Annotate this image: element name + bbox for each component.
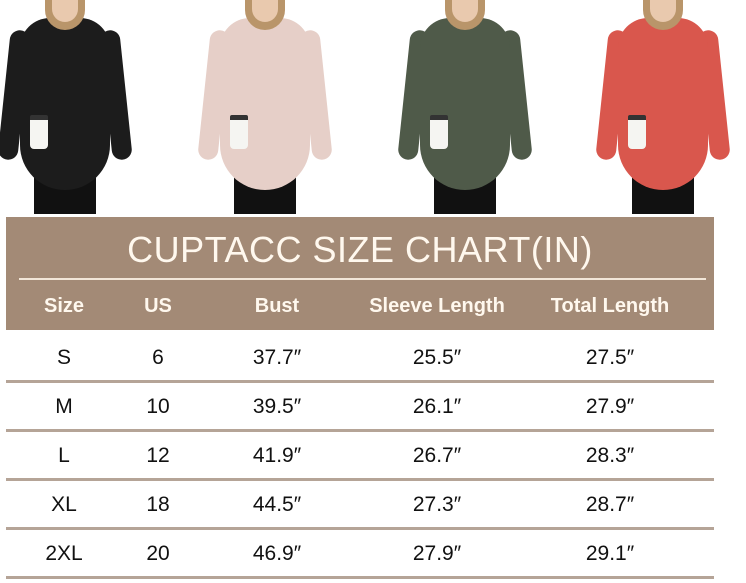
- face: [650, 0, 676, 22]
- table-row: XL 18 44.5″ 27.3″ 28.7″: [6, 481, 714, 530]
- coffee-cup-icon: [30, 115, 48, 149]
- column-header-bust: Bust: [254, 295, 300, 317]
- divider: [19, 278, 706, 280]
- product-photo-model: [197, 0, 333, 214]
- product-photo-model: [0, 0, 133, 214]
- row-divider: [6, 429, 714, 432]
- coffee-cup-icon: [430, 115, 448, 149]
- table-row: S 6 37.7″ 25.5″ 27.5″: [6, 334, 714, 383]
- cell-size: XL: [51, 493, 77, 516]
- size-chart-header: CUPTACC SIZE CHART(IN) Size US Bust Slee…: [6, 217, 714, 330]
- cell-bust: 39.5″: [252, 395, 302, 418]
- row-divider: [6, 380, 714, 383]
- cell-size: M: [55, 395, 73, 418]
- row-divider: [6, 576, 714, 579]
- column-header-size: Size: [43, 295, 85, 317]
- cell-us: 6: [152, 346, 164, 369]
- table-row: 2XL 20 46.9″ 27.9″ 29.1″: [6, 530, 714, 579]
- cell-bust: 37.7″: [252, 346, 302, 369]
- cell-sleeve-length: 25.5″: [412, 346, 462, 369]
- column-header-us: US: [144, 295, 172, 317]
- face: [252, 0, 278, 22]
- table-row: L 12 41.9″ 26.7″ 28.3″: [6, 432, 714, 481]
- cell-sleeve-length: 26.7″: [412, 444, 462, 467]
- product-photo-model: [595, 0, 731, 214]
- cell-bust: 46.9″: [252, 542, 302, 565]
- hoodie-top: [20, 18, 110, 190]
- coffee-cup-icon: [230, 115, 248, 149]
- cell-us: 10: [146, 395, 170, 418]
- cell-total-length: 28.3″: [585, 444, 635, 467]
- cell-bust: 44.5″: [252, 493, 302, 516]
- hoodie-top: [220, 18, 310, 190]
- row-divider: [6, 527, 714, 530]
- cell-total-length: 29.1″: [585, 542, 635, 565]
- face: [452, 0, 478, 22]
- cell-us: 20: [146, 542, 170, 565]
- cell-total-length: 27.5″: [585, 346, 635, 369]
- cell-total-length: 27.9″: [585, 395, 635, 418]
- cell-sleeve-length: 26.1″: [412, 395, 462, 418]
- cell-us: 12: [146, 444, 170, 467]
- face: [52, 0, 78, 22]
- table-row: M 10 39.5″ 26.1″ 27.9″: [6, 383, 714, 432]
- hoodie-top: [420, 18, 510, 190]
- product-photos: [0, 0, 746, 214]
- cell-bust: 41.9″: [252, 444, 302, 467]
- cell-total-length: 28.7″: [585, 493, 635, 516]
- cell-size: S: [56, 346, 72, 369]
- coffee-cup-icon: [628, 115, 646, 149]
- column-header-total-length: Total Length: [550, 295, 670, 317]
- chart-title: CUPTACC SIZE CHART(IN): [127, 229, 593, 270]
- cell-sleeve-length: 27.9″: [412, 542, 462, 565]
- cell-size: L: [58, 444, 70, 467]
- hoodie-top: [618, 18, 708, 190]
- cell-us: 18: [146, 493, 170, 516]
- product-photo-model: [397, 0, 533, 214]
- cell-size: 2XL: [45, 542, 83, 565]
- column-header-sleeve-length: Sleeve Length: [369, 295, 505, 317]
- cell-sleeve-length: 27.3″: [412, 493, 462, 516]
- row-divider: [6, 478, 714, 481]
